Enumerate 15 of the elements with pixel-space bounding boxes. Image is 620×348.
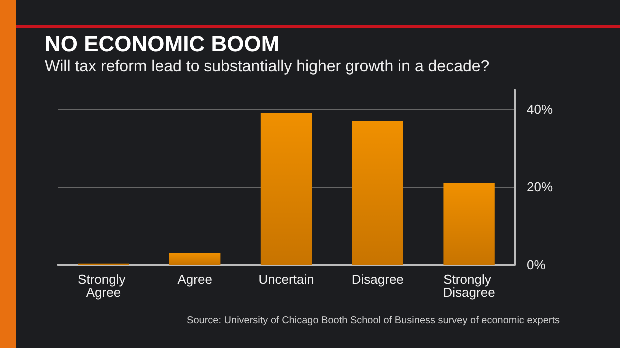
chart-subtitle: Will tax reform lead to substantially higher growth in a decade? (45, 58, 490, 76)
x-tick-label: Strongly Agree (78, 272, 130, 300)
bar (170, 253, 221, 265)
chart-title: NO ECONOMIC BOOM (45, 32, 280, 56)
bar (260, 113, 312, 265)
source-note: Source: University of Chicago Booth School of Business survey of economic experts (187, 316, 560, 326)
y-tick-label: 0% (527, 258, 546, 272)
bar (352, 121, 404, 265)
y-tick-label: 40% (527, 102, 554, 117)
y-tick-label: 20% (527, 180, 554, 195)
bar (444, 183, 495, 265)
x-tick-label: Agree (178, 272, 212, 287)
x-tick-label: Disagree (352, 272, 404, 287)
x-tick-label: Uncertain (258, 272, 314, 287)
x-tick-label: Strongly Disagree (443, 272, 496, 300)
